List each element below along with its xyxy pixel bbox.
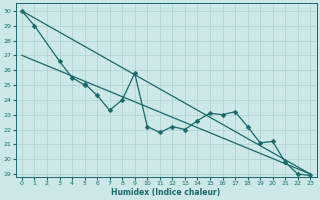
X-axis label: Humidex (Indice chaleur): Humidex (Indice chaleur) (111, 188, 221, 197)
